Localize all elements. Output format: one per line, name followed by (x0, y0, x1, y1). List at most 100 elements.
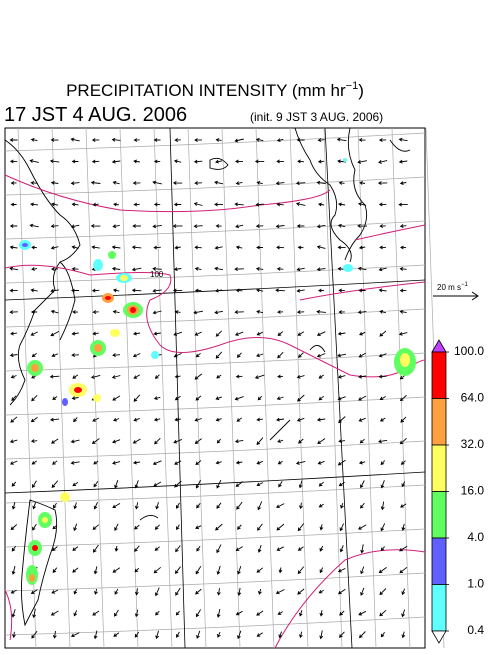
wind-arrow (194, 266, 202, 271)
wind-arrow (10, 181, 17, 185)
wind-arrow (235, 224, 244, 229)
wind-arrow (73, 523, 78, 532)
wind-arrow (216, 565, 221, 575)
wind-arrow (216, 544, 222, 554)
wind-arrow (318, 503, 324, 508)
wind-arrow (318, 481, 324, 487)
wind-arrow (234, 396, 244, 401)
grid-line (85, 127, 105, 649)
wind-arrow (234, 202, 244, 207)
wind-arrow (134, 567, 140, 573)
wind-arrow (49, 159, 60, 164)
wind-arrow (358, 202, 367, 207)
wind-arrow (51, 480, 59, 488)
wind-arrow (112, 439, 121, 444)
wind-arrow (234, 310, 244, 314)
wind-arrow (175, 587, 181, 596)
wind-arrow (378, 159, 388, 164)
wind-arrow (276, 266, 284, 271)
grid-line (4, 132, 426, 152)
wind-arrow (296, 417, 305, 422)
wind-arrow (155, 630, 160, 640)
wind-arrow (71, 288, 80, 293)
grid-line (221, 127, 241, 649)
wind-arrow (112, 460, 121, 465)
wind-arrow (254, 374, 265, 380)
wind-arrow (399, 266, 407, 271)
wind-arrow (175, 545, 181, 553)
wind-arrow (92, 610, 100, 616)
colorbar-over (431, 339, 447, 353)
wind-arrow (10, 374, 17, 379)
wind-arrow (72, 567, 79, 573)
wind-arrow (338, 481, 345, 487)
wind-arrow (359, 438, 365, 444)
wind-arrow (316, 267, 326, 272)
wind-arrow (51, 353, 58, 358)
wind-arrow (173, 202, 182, 207)
wind-arrow (379, 609, 387, 617)
wind-arrow (340, 502, 344, 509)
wind-arrow (296, 288, 305, 293)
wind-arrow (399, 395, 407, 402)
wind-arrow (50, 224, 59, 229)
wind-arrow (50, 180, 59, 185)
wind-arrow (337, 588, 346, 595)
wind-arrow (319, 610, 324, 617)
wind-arrow (337, 331, 346, 336)
wind-arrow (215, 224, 222, 228)
colorbar-label: 1.0 (467, 577, 484, 591)
wind-arrow (10, 524, 18, 531)
wind-arrow (52, 631, 57, 639)
wind-arrow (380, 480, 385, 489)
wind-arrow (133, 159, 140, 164)
wind-arrow (9, 439, 18, 444)
wind-arrow (216, 479, 222, 489)
wind-arrow (337, 459, 346, 466)
wind-arrow (73, 610, 78, 617)
wind-arrow (316, 245, 326, 250)
wind-arrow (70, 224, 80, 229)
colorbar-label: 16.0 (461, 484, 485, 498)
wind-arrow (216, 502, 222, 509)
grid-line (4, 616, 426, 636)
wind-arrow (358, 417, 366, 422)
wind-arrow (256, 180, 263, 185)
wind-arrow (380, 501, 385, 511)
wind-arrow (90, 374, 101, 379)
wind-arrow (360, 544, 365, 554)
wind-arrow (153, 566, 161, 574)
colorbar-segment (431, 491, 447, 539)
wind-arrow (358, 524, 367, 530)
wind-arrow (112, 288, 120, 293)
wind-arrow (195, 460, 202, 466)
wind-arrow (297, 523, 305, 532)
wind-arrow (379, 417, 386, 422)
wind-arrow (31, 394, 38, 402)
wind-arrow (112, 567, 121, 573)
wind-arrow (236, 501, 243, 510)
wind-arrow (256, 309, 264, 314)
wind-arrow (134, 480, 139, 489)
wind-arrow (296, 374, 305, 379)
wind-arrow (91, 288, 100, 293)
wind-arrow (10, 589, 17, 594)
wind-arrow (72, 310, 79, 314)
wind-arrow (9, 310, 18, 314)
wind-arrow (276, 523, 285, 531)
wind-arrow (257, 395, 263, 401)
grid-line (153, 127, 173, 649)
wind-arrow (154, 437, 161, 445)
wind-arrow (32, 523, 37, 531)
colorbar-segment (431, 444, 447, 492)
wind-arrow (401, 588, 406, 596)
wind-arrow (195, 588, 202, 595)
wind-arrow (9, 138, 18, 142)
wind-arrow (134, 524, 140, 530)
wind-arrow (317, 438, 326, 444)
wind-arrow (399, 545, 408, 552)
wind-arrow (358, 138, 366, 142)
wind-arrow (172, 288, 183, 293)
wind-arrow (153, 417, 161, 422)
wind-arrow (32, 502, 37, 510)
